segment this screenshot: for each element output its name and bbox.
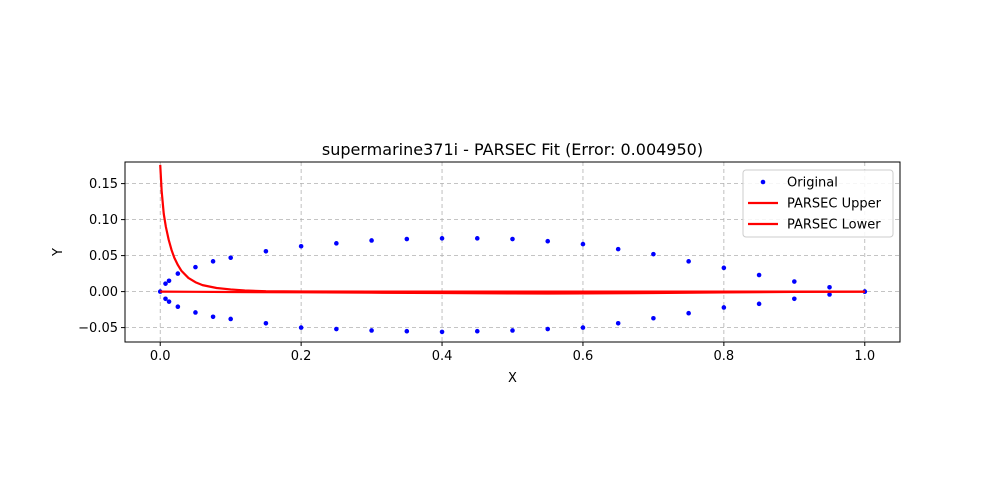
original-point xyxy=(792,296,797,302)
series-layer xyxy=(157,164,868,335)
original-point xyxy=(334,326,339,332)
original-point xyxy=(474,328,480,334)
original-point xyxy=(263,320,269,326)
x-tick-label: 0.2 xyxy=(291,349,312,364)
original-point xyxy=(193,264,198,270)
original-point xyxy=(756,301,762,307)
original-point xyxy=(404,328,410,334)
original-point xyxy=(651,251,656,257)
original-point xyxy=(580,325,586,330)
chart-title: supermarine371i - PARSEC Fit (Error: 0.0… xyxy=(322,140,703,159)
original-point xyxy=(756,272,762,278)
original-point xyxy=(404,236,410,242)
y-tick-label: 0.00 xyxy=(89,285,118,300)
x-axis-label: X xyxy=(508,371,517,386)
original-point xyxy=(298,325,304,330)
original-point xyxy=(474,236,480,241)
original-point xyxy=(228,255,233,261)
original-point xyxy=(439,329,445,335)
original-point xyxy=(545,326,551,332)
original-point xyxy=(369,238,374,243)
original-point xyxy=(580,241,586,247)
plot-frame xyxy=(124,161,901,343)
legend-label-parsec-upper: PARSEC Upper xyxy=(787,197,882,212)
original-point xyxy=(175,271,181,276)
original-point xyxy=(163,281,168,286)
original-point xyxy=(166,299,172,304)
original-point xyxy=(545,238,551,244)
y-tick-label: −0.05 xyxy=(78,321,118,336)
original-point xyxy=(439,236,445,241)
original-point xyxy=(686,259,691,264)
y-tick-label: 0.05 xyxy=(89,249,118,264)
original-point xyxy=(510,236,515,242)
original-point xyxy=(175,304,181,310)
x-tick-label: 0.8 xyxy=(714,349,735,364)
original-point xyxy=(651,315,656,321)
original-point xyxy=(792,279,797,284)
original-point xyxy=(334,241,339,246)
original-point xyxy=(210,259,216,264)
original-point xyxy=(369,328,374,333)
legend-label-parsec-lower: PARSEC Lower xyxy=(787,218,881,233)
y-tick-label: 0.10 xyxy=(89,213,118,228)
x-tick-label: 0.6 xyxy=(573,349,594,364)
original-point xyxy=(193,310,198,315)
y-tick-label: 0.15 xyxy=(89,177,118,192)
original-point xyxy=(721,305,727,310)
original-point xyxy=(827,284,832,290)
original-point xyxy=(615,246,621,252)
original-point xyxy=(157,289,163,294)
original-point xyxy=(827,292,832,297)
ticks-layer: 0.0 0.2 0.4 0.6 0.8 1.0 −0.05 0.00 0.05 0.10 0.15 xyxy=(78,177,875,364)
parsec-upper-line xyxy=(159,164,865,293)
legend-label-original: Original xyxy=(787,176,838,191)
original-point xyxy=(228,316,233,322)
original-point xyxy=(166,278,172,284)
original-point xyxy=(210,314,216,320)
x-tick-label: 1.0 xyxy=(854,349,875,364)
original-point xyxy=(862,289,868,294)
x-tick-label: 0.0 xyxy=(150,349,171,364)
original-point xyxy=(721,265,727,271)
legend-marker-original xyxy=(760,179,766,185)
original-point xyxy=(263,248,269,254)
legend: Original PARSEC Upper PARSEC Lower xyxy=(742,169,894,238)
y-axis-label: Y xyxy=(51,248,66,257)
legend-box xyxy=(742,169,894,238)
original-point xyxy=(686,310,691,316)
original-point xyxy=(298,243,304,249)
original-point xyxy=(510,328,515,333)
parsec-lower-line xyxy=(160,290,865,295)
original-point xyxy=(163,296,168,302)
x-tick-label: 0.4 xyxy=(432,349,453,364)
original-point xyxy=(615,320,621,326)
